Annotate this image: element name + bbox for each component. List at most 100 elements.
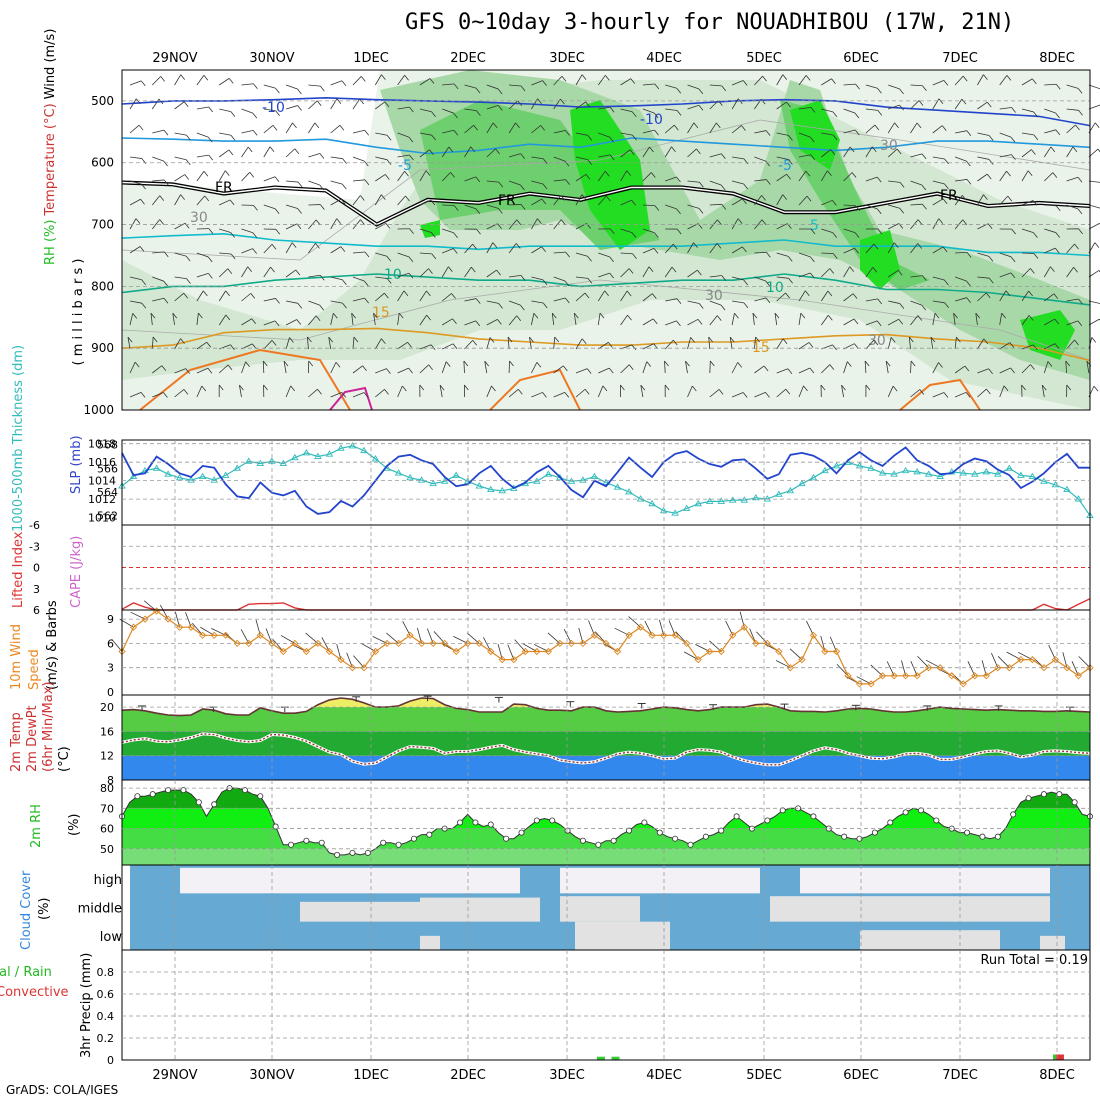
wind-barb bbox=[218, 268, 229, 278]
wind-barb bbox=[575, 252, 588, 257]
wind-barb bbox=[553, 365, 564, 374]
wind-barb-flag bbox=[899, 303, 905, 309]
wind-barb bbox=[285, 105, 298, 110]
wind-barb-flag bbox=[654, 205, 660, 211]
isotherm-label-4: FR bbox=[215, 180, 233, 196]
wind-barb bbox=[910, 84, 923, 87]
wind-barb-flag bbox=[1075, 124, 1080, 131]
wind-barb bbox=[397, 252, 410, 258]
pressure-tick-1000: 1000 bbox=[83, 403, 114, 417]
wind-barb bbox=[864, 360, 867, 374]
wind-barb-flag bbox=[201, 385, 207, 392]
wind-barb bbox=[174, 292, 185, 302]
wind-barb-flag bbox=[565, 130, 570, 136]
wind-barb-flag bbox=[409, 228, 414, 235]
wind-barb bbox=[553, 75, 563, 86]
wind-barb-flag bbox=[294, 148, 300, 155]
wind-barb bbox=[1044, 108, 1056, 114]
wind10m-marker bbox=[775, 647, 783, 656]
wind-barb-flag bbox=[520, 304, 525, 311]
rh2m-marker bbox=[1071, 799, 1078, 806]
rh-band bbox=[122, 848, 1090, 865]
wind-barb bbox=[241, 318, 252, 326]
wind-barb-flag bbox=[966, 297, 971, 303]
wind-barb-flag bbox=[938, 218, 944, 224]
warm-contour-2 bbox=[899, 378, 981, 411]
wind-barb bbox=[486, 180, 499, 183]
wind-barb bbox=[352, 76, 362, 86]
wind10m-marker bbox=[314, 639, 322, 648]
wind-barb bbox=[932, 276, 945, 281]
wind-barb-flag bbox=[230, 253, 236, 260]
rh2m-marker bbox=[134, 793, 141, 800]
wind-barb bbox=[887, 337, 892, 350]
wind-barb bbox=[1088, 180, 1100, 183]
wind-barb-flag bbox=[252, 232, 258, 238]
wind-barb-flag bbox=[247, 146, 253, 153]
wind-barb-flag bbox=[762, 75, 767, 82]
wind-barb bbox=[776, 194, 784, 206]
surface-wind-barb bbox=[466, 632, 480, 644]
wind-barb bbox=[1044, 172, 1054, 182]
wind-barb-flag bbox=[1010, 136, 1016, 143]
wind-barb-flag bbox=[202, 290, 208, 297]
wind-barb-flag bbox=[720, 304, 726, 311]
wind-barb bbox=[219, 228, 231, 233]
wind-barb-flag bbox=[245, 361, 250, 367]
wind-barb bbox=[531, 300, 544, 304]
wind-barb bbox=[531, 198, 543, 206]
wind-barb-flag bbox=[832, 232, 838, 238]
wind-barb-flag bbox=[788, 159, 793, 165]
wind10m-marker bbox=[613, 647, 622, 656]
wind-barb-flag bbox=[408, 256, 414, 263]
wind-barb-flag bbox=[404, 75, 409, 81]
wind-barb bbox=[954, 156, 967, 162]
wind-barb-flag bbox=[297, 88, 302, 95]
wind-barb-flag bbox=[158, 98, 164, 105]
wind-barb-flag bbox=[922, 85, 927, 92]
wind-barb bbox=[1021, 149, 1032, 158]
precip-left-ylabel-part: tal / Rain bbox=[0, 965, 52, 980]
wind-barb-flag bbox=[873, 339, 879, 346]
wind-barb-flag bbox=[275, 110, 280, 116]
wind-barb bbox=[598, 154, 611, 158]
surface-wind-barb bbox=[709, 640, 722, 652]
wind-barb-flag bbox=[381, 338, 386, 344]
wind-barb bbox=[441, 266, 449, 278]
wind-barb bbox=[375, 276, 388, 279]
wind-barb bbox=[932, 362, 939, 374]
bottom-x-label-4dec: 4DEC bbox=[646, 1068, 682, 1083]
wind10m-marker bbox=[452, 647, 460, 656]
wind-barb-flag bbox=[290, 385, 295, 392]
wind-barb bbox=[575, 101, 586, 110]
wind-barb-flag bbox=[135, 218, 141, 224]
wind10m-marker bbox=[475, 639, 483, 648]
rh2m-ylabel-unit: (%) bbox=[67, 814, 82, 837]
wind10m-marker bbox=[602, 639, 610, 648]
top-x-label-1dec: 1DEC bbox=[353, 51, 389, 66]
upper-air-ylabel-part: Wind (m/s) bbox=[43, 29, 58, 100]
wind-barb bbox=[910, 360, 912, 374]
wind-barb bbox=[374, 194, 382, 206]
wind-barb bbox=[798, 170, 807, 182]
wind-barb bbox=[1041, 385, 1045, 398]
wind-barb bbox=[932, 218, 940, 230]
wind-barb-flag bbox=[307, 336, 312, 343]
wind-barb-flag bbox=[919, 389, 925, 395]
wind10m-marker bbox=[441, 639, 449, 648]
wind-barb bbox=[464, 320, 476, 326]
wind-barb bbox=[999, 170, 1007, 182]
wind-barb-flag bbox=[152, 336, 158, 343]
wind-barb bbox=[977, 252, 990, 257]
wind-barb bbox=[977, 388, 987, 398]
wind-barb bbox=[352, 276, 365, 282]
wind-barb-flag bbox=[676, 320, 681, 327]
wind-barb-flag bbox=[1074, 243, 1079, 250]
wind-barb bbox=[263, 146, 271, 158]
top-x-label-30nov: 30NOV bbox=[249, 51, 294, 66]
isotherm-label-3: -5 bbox=[778, 158, 792, 174]
wind-barb bbox=[1043, 266, 1051, 278]
wind-barb-flag bbox=[159, 195, 165, 201]
wind-barb bbox=[129, 391, 142, 398]
wind-barb bbox=[843, 318, 855, 326]
